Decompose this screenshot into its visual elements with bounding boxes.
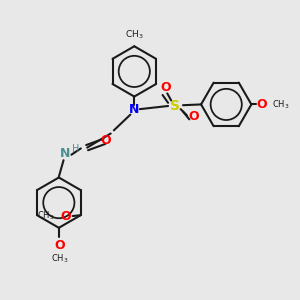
Text: CH$_3$: CH$_3$ <box>272 98 289 111</box>
Text: CH$_3$: CH$_3$ <box>37 210 55 222</box>
Text: O: O <box>188 110 199 124</box>
Text: H: H <box>72 144 80 154</box>
Text: O: O <box>160 81 171 94</box>
Text: O: O <box>61 209 71 223</box>
Text: N: N <box>60 147 70 161</box>
Text: O: O <box>256 98 267 111</box>
Text: O: O <box>100 134 110 147</box>
Text: CH$_3$: CH$_3$ <box>125 28 144 41</box>
Text: N: N <box>129 103 140 116</box>
Text: S: S <box>170 99 180 113</box>
Text: CH$_3$: CH$_3$ <box>51 253 68 266</box>
Text: O: O <box>54 239 65 252</box>
